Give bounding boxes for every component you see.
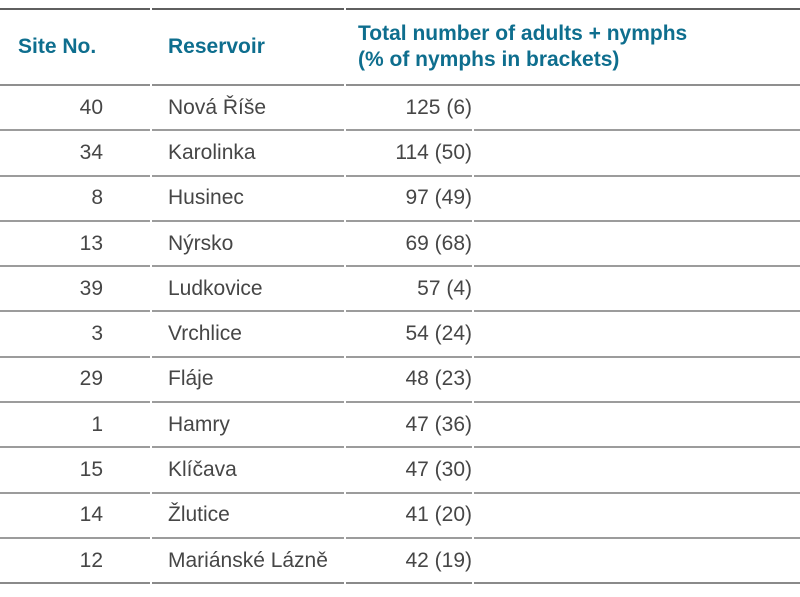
total-cell: 41 (20) (346, 494, 472, 539)
total-cell: 114 (50) (346, 131, 472, 177)
column-header-total: Total number of adults + nymphs (% of ny… (346, 8, 800, 86)
table-body: 40 Nová Říše 125 (6) 34 Karolinka 114 (50) 8 Hu… (0, 86, 800, 585)
spacer-cell (474, 494, 800, 539)
site-no-cell: 29 (0, 358, 150, 404)
table-row: 39 Ludkovice 57 (4) (0, 267, 800, 313)
site-no-cell: 39 (0, 267, 150, 313)
spacer-cell (474, 403, 800, 449)
column-header-site-no: Site No. (0, 8, 150, 86)
table-row: 12 Mariánské Lázně 42 (19) (0, 539, 800, 585)
reservoir-cell: Nová Říše (152, 86, 344, 132)
reservoir-cell: Žlutice (152, 494, 344, 539)
reservoir-cell: Husinec (152, 177, 344, 222)
reservoir-cell: Vrchlice (152, 312, 344, 358)
table-row: 13 Nýrsko 69 (68) (0, 222, 800, 268)
table-header-row: Site No. Reservoir Total number of adult… (0, 8, 800, 86)
spacer-cell (474, 312, 800, 358)
table-row: 15 Klíčava 47 (30) (0, 448, 800, 494)
reservoir-cell: Karolinka (152, 131, 344, 177)
site-no-cell: 1 (0, 403, 150, 449)
table-row: 14 Žlutice 41 (20) (0, 494, 800, 539)
reservoir-cell: Ludkovice (152, 267, 344, 313)
reservoir-cell: Nýrsko (152, 222, 344, 268)
total-cell: 42 (19) (346, 539, 472, 585)
total-cell: 57 (4) (346, 267, 472, 313)
site-no-cell: 13 (0, 222, 150, 268)
site-no-cell: 34 (0, 131, 150, 177)
table-row: 3 Vrchlice 54 (24) (0, 312, 800, 358)
reservoir-cell: Hamry (152, 403, 344, 449)
spacer-cell (474, 131, 800, 177)
total-cell: 47 (36) (346, 403, 472, 449)
spacer-cell (474, 448, 800, 494)
total-cell: 47 (30) (346, 448, 472, 494)
reservoir-cell: Klíčava (152, 448, 344, 494)
total-cell: 125 (6) (346, 86, 472, 132)
site-no-cell: 3 (0, 312, 150, 358)
table-row: 8 Husinec 97 (49) (0, 177, 800, 222)
reservoir-cell: Mariánské Lázně (152, 539, 344, 585)
spacer-cell (474, 358, 800, 404)
site-no-cell: 14 (0, 494, 150, 539)
total-cell: 48 (23) (346, 358, 472, 404)
spacer-cell (474, 177, 800, 222)
total-cell: 54 (24) (346, 312, 472, 358)
site-no-cell: 40 (0, 86, 150, 132)
site-no-cell: 15 (0, 448, 150, 494)
spacer-cell (474, 267, 800, 313)
reservoir-table: Site No. Reservoir Total number of adult… (0, 8, 800, 585)
column-header-total-line2: (% of nymphs in brackets) (358, 48, 620, 71)
spacer-cell (474, 539, 800, 585)
table-row: 40 Nová Říše 125 (6) (0, 86, 800, 132)
spacer-cell (474, 222, 800, 268)
site-no-cell: 12 (0, 539, 150, 585)
site-no-cell: 8 (0, 177, 150, 222)
total-cell: 69 (68) (346, 222, 472, 268)
spacer-cell (474, 86, 800, 132)
table-row: 34 Karolinka 114 (50) (0, 131, 800, 177)
column-header-total-line1: Total number of adults + nymphs (358, 22, 688, 45)
column-header-reservoir: Reservoir (152, 8, 344, 86)
table-row: 29 Fláje 48 (23) (0, 358, 800, 404)
table-row: 1 Hamry 47 (36) (0, 403, 800, 449)
table-header: Site No. Reservoir Total number of adult… (0, 8, 800, 86)
total-cell: 97 (49) (346, 177, 472, 222)
reservoir-cell: Fláje (152, 358, 344, 404)
